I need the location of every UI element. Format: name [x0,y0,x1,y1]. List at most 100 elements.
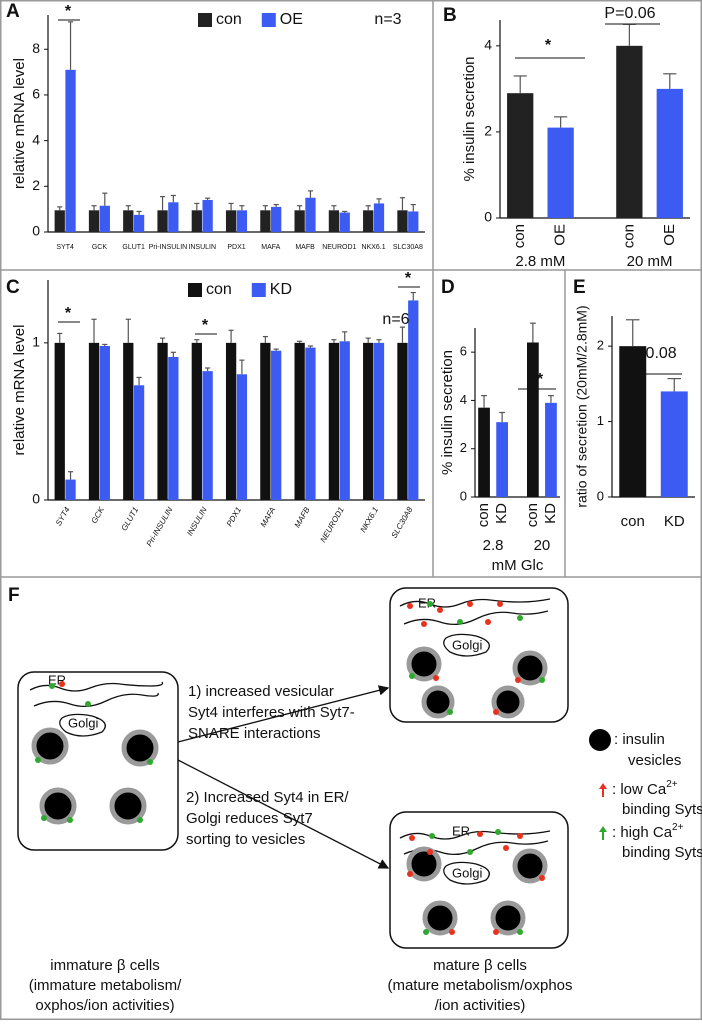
low-ca-syt [437,607,443,613]
low-ca-syt [517,833,523,839]
legend-text: binding Syts [622,801,702,818]
x-tick-label: OE [552,224,569,246]
low-ca-syt [59,681,65,687]
bar [363,210,374,232]
vesicle [512,848,548,884]
x-tick-label: PDX1 [225,506,243,529]
high-ca-syt [457,619,463,625]
legend-text-part: : low Ca [612,781,667,798]
panel-letter: E [573,277,586,298]
low-ca-syt [427,849,433,855]
high-ca-syt [137,817,143,823]
bar [191,210,202,232]
bar [660,391,688,497]
bar [168,202,179,232]
y-tick-label: 0 [597,488,604,503]
panel-letter: C [6,277,20,298]
arrow [177,759,390,869]
x-tick-label: SYT4 [54,505,72,527]
legend-text: vesicles [628,752,681,769]
low-ca-syt [497,601,503,607]
y-tick-label: 1 [597,413,604,428]
high-ca-syt [35,757,41,763]
legend-label: con [206,281,232,298]
caption: (mature metabolism/oxphos [387,977,572,994]
er-membrane [29,681,164,692]
er-membrane [399,830,551,840]
legend-high-ca [599,826,607,840]
x-tick-label: con [621,513,645,530]
high-ca-syt [517,615,523,621]
annotation: * [537,371,544,388]
low-ca-syt [515,677,521,683]
y-axis-label: % insulin secretion [439,350,456,475]
bar [547,127,574,218]
golgi-membrane [443,861,490,885]
bar [545,402,557,497]
x-tick-label: con [524,503,541,527]
bar [202,200,213,232]
group-label: 20 [534,537,551,554]
golgi-membrane [443,633,490,657]
bar [260,210,271,232]
high-ca-syt [429,833,435,839]
group-label: 2.8 mM [515,253,565,270]
bar [65,69,76,233]
panel-letter: F [8,585,20,606]
bar [225,342,237,500]
vesicle [491,685,525,719]
vesicle [406,846,442,882]
bar [408,211,419,232]
bar [225,210,237,232]
y-tick-label: 4 [460,392,467,407]
caption: (immature metabolism/ [29,977,182,994]
bar [260,342,271,500]
high-ca-syt [447,709,453,715]
bar [133,214,145,232]
x-tick-label: OE [661,224,678,246]
legend-label: OE [280,11,303,28]
panel-letter: A [6,1,20,22]
high-ca-syt [67,817,73,823]
low-ca-syt [433,675,439,681]
low-ca-syt [539,875,545,881]
superscript: 2+ [666,779,678,790]
x-tick-label: MAFA [259,506,278,529]
bar [99,205,110,232]
bar [656,88,683,218]
high-ca-syt [517,929,523,935]
y-tick-label: 2 [32,177,40,193]
low-ca-syt [503,845,509,851]
er-membrane [403,610,549,626]
low-ca-syt [449,929,455,935]
y-tick-label: 4 [484,37,492,53]
golgi-label: Golgi [452,637,482,652]
annotation: p=0.08 [627,345,676,362]
arrow-text: Syt4 interferes with Syt7- [188,704,355,721]
golgi-label: Golgi [452,865,482,880]
y-tick-label: 8 [32,40,40,56]
bar [236,374,248,500]
x-tick-label: NKX6.1 [359,506,381,534]
x-tick-label: SLC30A8 [390,505,415,540]
arrow-text: SNARE interactions [188,725,321,742]
x-tick-label: GLUT1 [120,506,141,533]
annotation: * [545,37,552,54]
y-tick-label: 0 [484,209,492,225]
bar [88,210,100,232]
vesicle [512,650,548,686]
bar [496,422,509,497]
bar [526,342,539,497]
er-membrane [33,692,159,708]
bar [363,342,374,500]
bar [294,210,305,232]
bar [373,342,385,500]
arrow-text: 1) increased vesicular [188,683,334,700]
bar [408,300,419,500]
arrow-text: 2) Increased Syt4 in ER/ [186,789,349,806]
x-tick-label: INSULIN [185,505,209,537]
annotation: * [65,305,72,322]
arrow-text: Golgi reduces Syt7 [186,810,313,827]
